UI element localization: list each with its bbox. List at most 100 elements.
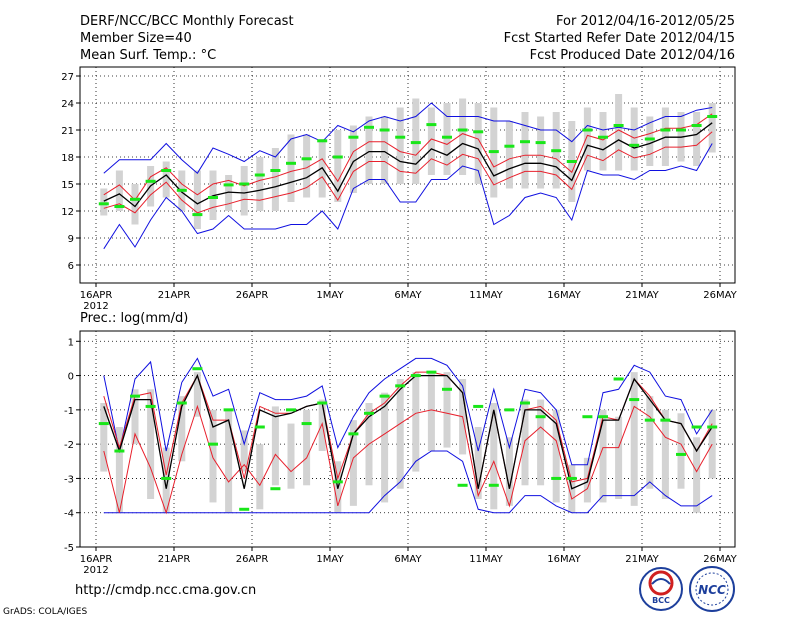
temp-median-marker (301, 157, 312, 161)
prec-median-marker (98, 422, 109, 426)
prec-median-marker (379, 394, 390, 398)
prec-median-marker (364, 411, 374, 415)
temp-median-marker (348, 135, 359, 139)
prec-xtick-label: 16APR (80, 554, 113, 565)
prec-box (147, 389, 155, 499)
prec-median-marker (254, 425, 265, 429)
prec-box (115, 427, 123, 513)
prec-median-marker (629, 398, 640, 402)
temp-inner-high-line (103, 113, 713, 201)
prec-box (615, 416, 623, 499)
temp-box (708, 103, 716, 153)
prec-median-marker (582, 415, 593, 419)
prec-box (271, 406, 279, 486)
temp-median-marker (161, 169, 172, 172)
temp-median-marker (488, 150, 499, 154)
temp-box (521, 112, 529, 189)
temp-ytick-label: 6 (68, 261, 74, 272)
temp-median-marker (504, 144, 515, 148)
temp-median-marker (442, 135, 452, 139)
temp-box (162, 161, 170, 198)
prec-box (209, 409, 217, 503)
temp-xtick-label: 21MAY (625, 290, 659, 301)
temp-xtick-label: 6MAY (394, 290, 422, 301)
temp-median-marker (379, 128, 390, 132)
temp-median-marker (223, 183, 234, 187)
prec-box (661, 409, 669, 499)
temp-median-marker (629, 143, 640, 147)
prec-box (630, 372, 638, 506)
temp-box (100, 188, 108, 216)
grads-credit: GrADS: COLA/IGES (3, 607, 87, 617)
prec-median-marker (270, 487, 281, 491)
temp-median-marker (332, 155, 343, 159)
prec-outer-high-line (103, 357, 713, 466)
bcc-logo: BCC (639, 567, 683, 611)
temp-median-marker (98, 202, 109, 206)
prec-box (505, 437, 513, 506)
temp-box (537, 116, 545, 189)
temp-median-marker (707, 115, 718, 118)
temp-median-marker (317, 139, 328, 143)
temp-median-marker (395, 135, 406, 139)
temp-xtick-label: 16APR (80, 290, 113, 301)
prec-box (349, 420, 357, 506)
temp-median-marker (598, 135, 608, 139)
temp-median-marker (551, 149, 562, 153)
prec-xtick-label: 11MAY (469, 554, 503, 565)
prec-median-marker (208, 442, 218, 446)
temp-median-marker (566, 160, 577, 163)
chart-title: DERF/NCC/BCC Monthly Forecast (80, 14, 294, 29)
prec-median-marker (332, 480, 343, 484)
prec-median-marker (145, 404, 156, 408)
prec-box (396, 379, 404, 489)
temp-box (381, 116, 389, 184)
prec-ytick-label: -5 (64, 543, 74, 554)
prec-xtick-label: 6MAY (394, 554, 422, 565)
temp-mean-line (103, 122, 713, 208)
temp-box (225, 175, 233, 211)
temp-box (131, 184, 139, 225)
temp-xtick-label: 26APR (236, 290, 269, 301)
prec-box (381, 392, 389, 503)
temp-xtick-label: 21APR (158, 290, 191, 301)
temp-box (396, 107, 404, 184)
prec-box (162, 447, 170, 513)
temp-median-marker (192, 213, 203, 217)
prec-median-marker (239, 507, 250, 511)
prec-median-marker (223, 408, 234, 412)
temp-box (256, 157, 264, 211)
bcc-logo-text: BCC (652, 596, 670, 605)
temp-median-marker (270, 169, 281, 172)
temp-ytick-label: 24 (61, 99, 74, 110)
prec-mean-line (103, 373, 713, 490)
temp-median-marker (426, 123, 437, 127)
temp-box (599, 112, 607, 171)
temp-median-marker (535, 141, 546, 145)
prec-median-marker (691, 425, 702, 429)
temp-box (630, 107, 638, 171)
prec-ytick-label: 1 (68, 337, 74, 348)
temp-median-marker (176, 188, 187, 192)
temp-ytick-label: 15 (61, 180, 74, 191)
prec-box (178, 396, 186, 462)
temp-median-marker (676, 128, 686, 132)
prec-ytick-label: -4 (64, 509, 74, 520)
prec-median-marker (504, 408, 515, 412)
prec-ytick-label: -3 (64, 474, 74, 485)
temp-median-marker (473, 130, 484, 134)
prec-box (240, 430, 248, 472)
temp-median-marker (660, 128, 671, 132)
temp-box (615, 94, 623, 171)
temp-box (443, 103, 451, 175)
temp-median-marker (286, 161, 296, 165)
temp-frame (79, 66, 736, 284)
prec-box (490, 403, 498, 510)
prec-xtick-year: 2012 (83, 565, 108, 576)
temp-median-marker (364, 125, 374, 129)
prec-median-marker (535, 415, 546, 419)
prec-median-marker (176, 401, 187, 405)
prec-median-marker (457, 483, 468, 487)
